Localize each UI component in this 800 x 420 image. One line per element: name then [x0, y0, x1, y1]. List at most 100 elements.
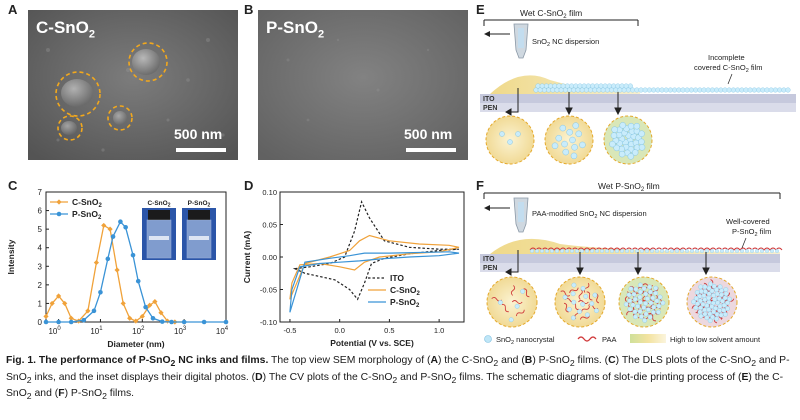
- nanocrystal: [717, 284, 723, 290]
- nanocrystal: [561, 140, 568, 148]
- y-tick-label: 3: [38, 262, 43, 271]
- data-point: [81, 317, 87, 323]
- nanocrystal: [627, 122, 635, 130]
- data-point: [150, 315, 156, 321]
- nanocrystal: [590, 249, 594, 253]
- nanocrystal: [706, 307, 712, 313]
- legend-paa-icon: [577, 336, 597, 342]
- nanocrystal: [702, 284, 708, 290]
- panel-label-c: C: [8, 178, 18, 193]
- nanocrystal: [594, 308, 599, 314]
- nanocrystal: [777, 87, 783, 93]
- nanocrystal: [714, 287, 719, 293]
- x-axis-label: Diameter (nm): [107, 339, 164, 349]
- nanocrystal: [641, 285, 647, 291]
- nanocrystal: [633, 286, 639, 292]
- nanocrystal: [693, 295, 699, 301]
- nanocrystal: [643, 311, 649, 317]
- nanocrystal: [724, 300, 730, 306]
- sem-image-c-sno2: C-SnO2 500 nm: [28, 10, 238, 160]
- paa-chain: [560, 290, 571, 297]
- nanocrystal: [693, 87, 699, 93]
- paa-chain: [586, 291, 593, 301]
- nanocrystal: [663, 87, 669, 93]
- legend-paa: PAA: [602, 335, 616, 344]
- nanocrystal: [592, 292, 598, 298]
- nanocrystal: [698, 313, 704, 319]
- data-point: [101, 222, 107, 229]
- nanocrystal: [515, 131, 521, 137]
- nanocrystal: [768, 87, 774, 93]
- data-point: [123, 224, 128, 230]
- legend-nanocrystal-icon: [484, 335, 492, 343]
- nanocrystal: [589, 301, 595, 306]
- nanocrystal: [642, 317, 648, 323]
- nanocrystal: [632, 296, 638, 302]
- cv-chart: -0.10 -0.05 0.00 0.05 0.10 -0.5 0.0 0.5 1.0 Poten…: [242, 188, 465, 348]
- nanocrystal: [640, 249, 644, 253]
- legend-label: ITO: [390, 273, 404, 283]
- ito-layer: [480, 254, 780, 263]
- y-tick-label: -0.10: [260, 318, 277, 327]
- series-line: [289, 251, 460, 313]
- nanocrystal: [620, 249, 624, 253]
- x-tick-label: 104: [216, 326, 229, 336]
- sem-image-p-sno2: P-SnO2 500 nm: [258, 10, 468, 160]
- nanocrystal: [633, 122, 641, 130]
- panel-label-f: F: [476, 178, 484, 193]
- nanocrystal: [710, 249, 714, 253]
- y-tick-label: 0: [38, 318, 43, 327]
- nanocrystal: [651, 304, 657, 310]
- data-point: [107, 226, 113, 232]
- nanocrystal: [660, 249, 664, 253]
- nanocrystal: [638, 87, 644, 93]
- nanocrystal: [690, 249, 694, 253]
- nanocrystal: [720, 298, 725, 304]
- nanocrystal: [714, 311, 720, 317]
- y-tick-label: 4: [38, 244, 43, 253]
- legend-marker: [56, 211, 62, 217]
- nanocrystal: [610, 249, 614, 253]
- pen-layer: [480, 103, 796, 112]
- nanocrystal: [551, 142, 559, 150]
- nanocrystal: [540, 249, 544, 253]
- panel-label-e: E: [476, 2, 485, 17]
- nanocrystal: [715, 300, 721, 306]
- nanocrystal: [702, 311, 708, 317]
- substrate-ito-f: ITO: [483, 256, 495, 263]
- nanocrystal: [718, 312, 724, 318]
- nanocrystal: [609, 140, 616, 148]
- nanocrystal: [770, 249, 774, 253]
- y-tick-label: 0.05: [262, 221, 277, 230]
- nanocrystal: [714, 291, 720, 297]
- data-point: [114, 267, 120, 273]
- nanocrystal: [550, 249, 554, 253]
- nanocrystal: [705, 87, 711, 93]
- nanocrystal: [645, 249, 649, 253]
- x-tick-label: 0.5: [384, 326, 394, 335]
- nanocrystal: [508, 317, 514, 323]
- nanocrystal: [562, 148, 570, 156]
- nanocrystal: [680, 249, 684, 253]
- substrate-pen-e: PEN: [483, 105, 497, 112]
- defect-highlight-circle: [107, 105, 133, 131]
- nanocrystal: [566, 129, 573, 136]
- stage-circle-f-2: [554, 276, 606, 328]
- nanocrystal: [716, 296, 722, 302]
- nanocrystal-film-e: [533, 83, 791, 93]
- nanocrystal: [655, 309, 661, 315]
- nanocrystal: [693, 305, 699, 311]
- nanocrystal: [654, 298, 660, 304]
- data-point: [181, 319, 187, 325]
- nanocrystal: [555, 249, 559, 253]
- nanocrystal: [709, 87, 715, 93]
- paa-chain: [649, 312, 657, 322]
- y-tick-label: 1: [38, 299, 43, 308]
- nanocrystal: [698, 298, 703, 304]
- scale-bar-label-a: 500 nm: [174, 126, 223, 142]
- nanocrystal: [764, 87, 770, 93]
- nanocrystal: [694, 290, 700, 295]
- data-point: [68, 315, 74, 321]
- nanocrystal: [656, 303, 662, 309]
- nanocrystal: [585, 249, 589, 253]
